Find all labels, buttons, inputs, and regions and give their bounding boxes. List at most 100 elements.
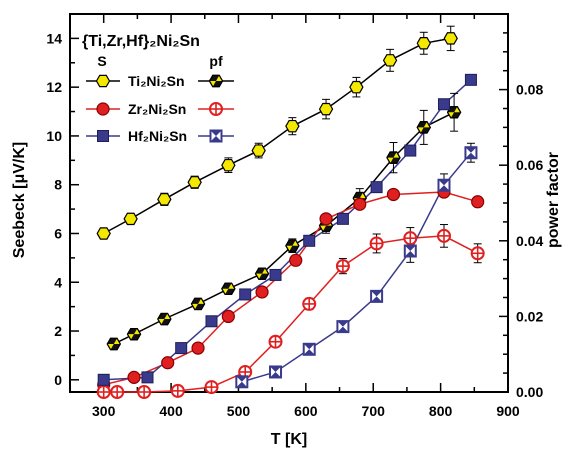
data-point: [269, 268, 282, 281]
data-point: [239, 288, 252, 301]
data-point: [235, 375, 249, 389]
x-tick-label: 400: [159, 403, 183, 419]
hexagon-marker-outline: [190, 297, 206, 311]
hexagon-marker-highlight: [319, 225, 327, 232]
legend-label: Ti₂Ni₂Sn: [128, 73, 185, 89]
y-left-tick-label: 6: [54, 225, 62, 241]
circle-marker: [127, 370, 141, 384]
data-point: [161, 356, 175, 370]
hexagon-marker: [349, 80, 364, 94]
hexagon-marker-outline: [157, 312, 172, 326]
hexagon-marker-highlight: [191, 303, 199, 310]
x-tick-label: 800: [429, 403, 453, 419]
hexagon-marker: [416, 37, 431, 50]
x-tick-label: 600: [294, 403, 318, 419]
x-tick-label: 900: [496, 403, 520, 419]
hexagon-marker: [123, 212, 138, 226]
hexagon-marker-highlight: [386, 157, 394, 164]
hexagon-marker-highlight: [255, 273, 263, 280]
data-point: [404, 144, 417, 157]
data-point: [221, 158, 236, 172]
legend-marker-pf: [209, 129, 223, 143]
hexagon-marker: [318, 102, 334, 116]
data-point: [382, 54, 398, 67]
y-left-tick-label: 2: [54, 323, 62, 339]
data-point: [336, 320, 350, 334]
y-right-tick-label: 0.06: [516, 157, 543, 173]
square-marker-bowtie: [465, 147, 477, 153]
data-point: [251, 144, 266, 157]
hexagon-marker-highlight: [216, 75, 223, 81]
data-point: [204, 380, 219, 395]
data-point: [170, 383, 185, 398]
data-point: [205, 315, 218, 328]
hexagon-marker-highlight: [447, 112, 455, 118]
hexagon-marker: [443, 32, 458, 45]
square-marker-bowtie: [303, 349, 315, 355]
data-point: [464, 73, 477, 86]
square-marker-bowtie: [404, 245, 416, 252]
data-point: [471, 195, 485, 209]
square-marker-bowtie: [371, 296, 383, 302]
data-point: [470, 246, 485, 261]
square-marker: [336, 212, 349, 225]
data-point: [335, 259, 350, 274]
data-point: [403, 244, 417, 258]
hexagon-marker-highlight: [221, 288, 229, 295]
square-marker: [464, 73, 477, 86]
y-left-tick-label: 12: [46, 79, 62, 95]
hexagon-marker-highlight: [423, 121, 431, 128]
square-marker: [303, 234, 316, 247]
data-point: [403, 231, 418, 246]
data-point: [191, 341, 205, 355]
data-point: [436, 228, 451, 243]
square-marker: [239, 288, 252, 301]
hexagon-marker-outline: [106, 337, 121, 351]
legend-marker-pf: [209, 102, 223, 116]
data-point: [175, 342, 188, 355]
circle-marker: [289, 253, 303, 267]
data-point: [238, 364, 253, 379]
series-line: [103, 191, 478, 386]
hexagon-marker-outline: [285, 239, 300, 252]
y-right-tick-label: 0.02: [516, 308, 543, 324]
y-left-tick-label: 8: [54, 177, 62, 193]
hexagon-marker-outline: [386, 151, 401, 164]
data-point: [157, 312, 172, 326]
data-point: [416, 37, 431, 50]
data-point: [97, 373, 110, 386]
hexagon-marker-outline: [208, 74, 224, 88]
data-point: [349, 80, 364, 94]
hexagon-marker-highlight: [285, 245, 293, 252]
data-point: [187, 176, 202, 189]
square-marker: [205, 315, 218, 328]
data-point: [190, 297, 206, 311]
square-marker: [141, 371, 154, 384]
series-line: [103, 37, 451, 235]
square-marker: [175, 342, 188, 355]
data-point: [254, 267, 270, 280]
hexagon-marker-outline: [221, 282, 236, 296]
hexagon-marker-highlight: [107, 343, 114, 350]
square-marker-bowtie: [337, 321, 349, 327]
legend-header-pf: pf: [209, 53, 223, 69]
hexagon-marker-outline: [254, 267, 270, 280]
data-point: [268, 334, 283, 349]
y-left-tick-label: 4: [54, 274, 62, 290]
y-right-tick-label: 0.08: [516, 82, 543, 98]
data-point: [370, 181, 383, 194]
data-point: [285, 119, 300, 133]
square-marker: [269, 268, 282, 281]
hexagon-marker-highlight: [164, 313, 171, 320]
data-point: [289, 253, 303, 267]
data-point: [285, 239, 300, 252]
circle-marker: [386, 187, 401, 202]
legend-label: Hf₂Ni₂Sn: [128, 128, 187, 144]
data-point: [446, 106, 462, 119]
square-marker-bowtie: [210, 130, 222, 136]
hexagon-marker-highlight: [262, 268, 269, 274]
data-point: [437, 178, 451, 192]
square-marker-bowtie: [438, 185, 450, 191]
hexagon-marker-outline: [416, 121, 431, 134]
